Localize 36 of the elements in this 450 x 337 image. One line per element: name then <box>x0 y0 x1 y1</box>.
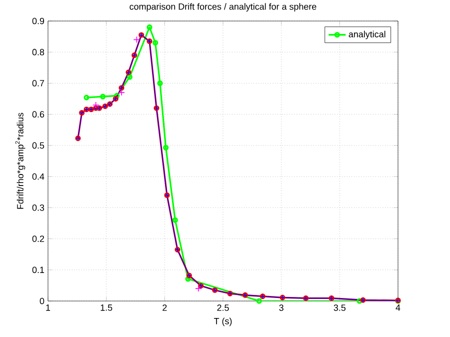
y-tick-label: 0.1 <box>32 266 44 274</box>
y-tick-label: 0.5 <box>32 142 44 149</box>
legend-label: analytical <box>348 30 386 40</box>
point <box>133 36 140 44</box>
point <box>356 298 362 304</box>
y-tick-label: 0.6 <box>32 111 44 118</box>
point <box>118 89 125 96</box>
point <box>195 285 202 292</box>
point <box>146 24 152 30</box>
y-tick-label: 0.2 <box>32 236 44 242</box>
point <box>172 217 178 223</box>
y-tick-label: 0.3 <box>32 204 44 211</box>
x-tick-label: 2 <box>162 304 167 311</box>
chart-title: comparison Drift forces / analytical for a sphere <box>130 3 316 12</box>
y-tick-label: 0.7 <box>32 80 44 86</box>
x-tick-label: 2.5 <box>217 304 229 311</box>
point <box>163 144 169 150</box>
x-tick-label: 4 <box>396 304 400 311</box>
x-tick-label: 3 <box>279 304 284 311</box>
x-tick-label: 1.5 <box>100 304 112 311</box>
x-axis-title: T (s) <box>214 318 232 326</box>
x-tick-label: 1 <box>46 304 50 311</box>
point <box>185 276 191 282</box>
point <box>152 40 158 46</box>
point <box>157 80 163 86</box>
point <box>126 74 132 80</box>
y-tick-label: 0 <box>40 298 44 304</box>
y-tick-label: 0.9 <box>32 18 44 24</box>
x-tick-label: 3.5 <box>334 304 346 311</box>
point <box>256 298 262 304</box>
point <box>100 94 106 100</box>
y-axis-title: Fdrift/rho*g*amp$^{2}$*radius <box>15 112 26 209</box>
y-tick-label: 0.4 <box>32 173 44 180</box>
point <box>92 102 100 108</box>
point <box>114 92 120 98</box>
y-tick-label: 0.8 <box>32 48 44 56</box>
